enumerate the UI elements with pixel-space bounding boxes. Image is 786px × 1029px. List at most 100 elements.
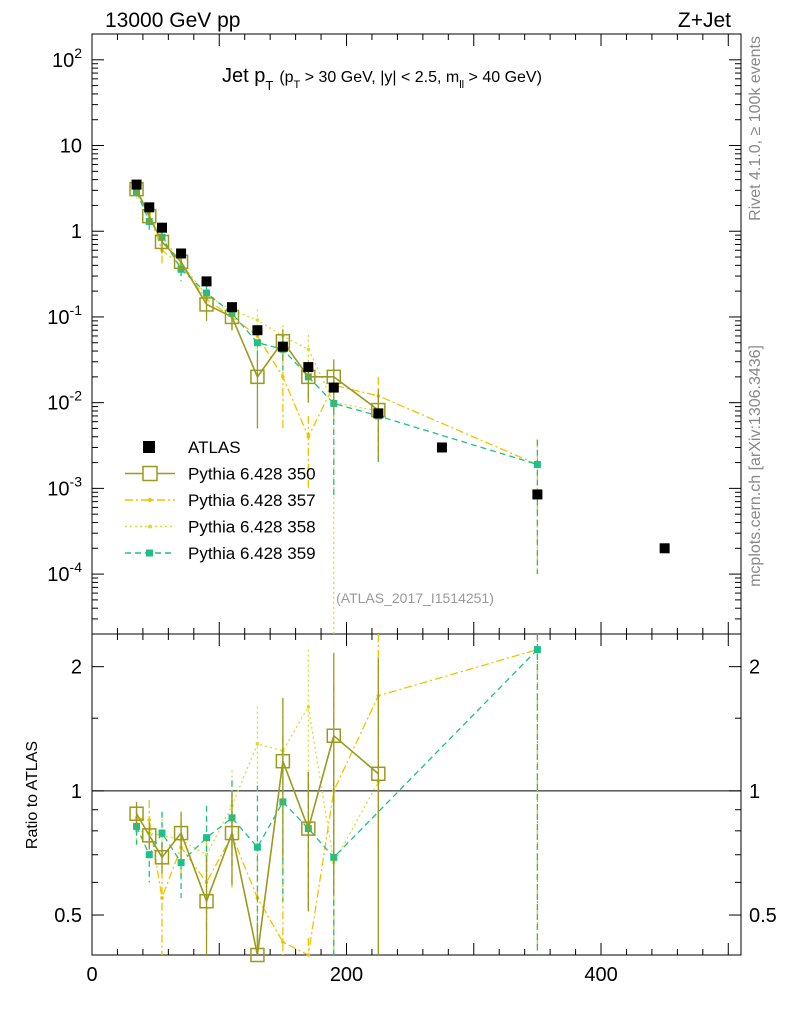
ratio-point-359	[203, 834, 211, 842]
ratio-point-359	[158, 829, 166, 837]
ratio-point-359	[533, 646, 541, 654]
main-point-atlas	[532, 489, 543, 500]
legend-marker-350	[142, 465, 158, 482]
ratio-point-dashdot	[306, 953, 311, 957]
legend-marker-dashdot	[148, 498, 152, 502]
main-y-tick-label: 1	[71, 221, 82, 243]
main-point-359	[253, 339, 261, 347]
ratio-point-dotted	[255, 742, 260, 746]
legend-marker-atlas	[143, 441, 155, 453]
main-point-359	[533, 460, 541, 468]
watermark: (ATLAS_2017_I1514251)	[336, 590, 494, 606]
legend-label: Pythia 6.428 358	[188, 518, 316, 537]
ratio-series-line	[135, 649, 538, 864]
legend-label: Pythia 6.428 359	[188, 544, 316, 563]
axis-ticks: 10-4 10-3 10-2 10-1 1 10 102 0 200 400 0.5 0.5 1 1 2 2	[47, 33, 777, 986]
ratio-y-tick-label-right: 2	[749, 657, 760, 679]
ratio-point-350	[371, 766, 386, 782]
ratio-point-dashdot	[160, 896, 164, 900]
ratio-plot-frame	[91, 633, 742, 956]
ratio-point-350	[275, 753, 291, 769]
legend: ATLAS Pythia 6.428 350 Pythia 6.428 357 Pyt…	[125, 438, 316, 563]
main-point-dashdot	[306, 434, 311, 439]
ratio-point-dashdot	[281, 940, 285, 944]
ratio-y-tick-label-right: 1	[749, 781, 760, 803]
legend-item-open-square: Pythia 6.428 350	[125, 465, 316, 484]
ratio-y-tick-label: 0.5	[54, 905, 82, 927]
main-series-square-black	[131, 179, 670, 554]
ratio-point-350	[199, 893, 214, 909]
ratio-ylabel: Ratio to ATLAS	[24, 741, 41, 849]
ratio-y-tick-label: 1	[71, 781, 82, 803]
legend-item-dashdot: Pythia 6.428 357	[125, 491, 316, 510]
main-point-atlas	[659, 543, 670, 554]
ratio-point-dashdot	[147, 818, 152, 822]
ratio-point-350	[173, 825, 189, 841]
main-series-line	[135, 190, 538, 466]
main-point-atlas	[131, 179, 142, 190]
ratio-x-tick-label: 0	[86, 964, 97, 986]
ratio-point-350	[142, 828, 157, 843]
ratio-series-line	[136, 648, 538, 956]
ratio-point-dotted	[204, 852, 209, 857]
main-y-tick-label: 10-1	[47, 302, 82, 329]
main-point-atlas	[373, 408, 384, 419]
frames	[91, 33, 742, 956]
main-series-dashed-square	[133, 186, 541, 575]
main-point-atlas	[144, 202, 155, 213]
main-point-350	[250, 369, 265, 385]
main-point-atlas	[277, 341, 288, 352]
ratio-point-dotted	[306, 704, 311, 709]
series-layer	[129, 179, 670, 963]
main-point-dotted	[255, 318, 260, 322]
main-point-atlas	[176, 248, 187, 259]
main-point-atlas	[226, 302, 237, 313]
ratio-point-350	[301, 821, 316, 836]
ratio-series-dashed-square	[133, 634, 541, 955]
ratio-point-350	[154, 850, 170, 865]
main-y-tick-label: 10-3	[47, 473, 82, 500]
chart-title: Jet pT (pT > 30 GeV, |y| < 2.5, mll > 40 …	[222, 65, 542, 93]
main-point-dashdot	[281, 375, 285, 379]
main-point-atlas	[328, 382, 339, 393]
ratio-point-350	[129, 806, 144, 821]
legend-item-dashed-square: Pythia 6.428 359	[125, 544, 316, 563]
legend-label: ATLAS	[188, 438, 241, 457]
legend-label: Pythia 6.428 350	[188, 465, 316, 484]
ratio-x-tick-label: 200	[330, 964, 363, 986]
ratio-y-tick-label-right: 0.5	[749, 905, 777, 927]
header-right: Z+Jet	[678, 9, 731, 32]
main-point-atlas	[303, 362, 314, 373]
main-y-tick-label: 10-4	[47, 559, 82, 586]
ratio-y-tick-label: 2	[71, 657, 82, 679]
ratio-point-359	[177, 859, 185, 867]
legend-marker-dotted	[148, 524, 152, 529]
legend-item-dotted: Pythia 6.428 358	[125, 518, 316, 537]
legend-label: Pythia 6.428 357	[188, 491, 316, 510]
ratio-point-350	[250, 947, 265, 963]
legend-marker-359	[146, 549, 153, 557]
ratio-x-tick-label: 400	[584, 964, 617, 986]
header-left: 13000 GeV pp	[105, 9, 240, 32]
ratio-point-350	[224, 825, 240, 841]
legend-item-square-black: ATLAS	[143, 438, 241, 457]
main-point-atlas	[201, 276, 212, 287]
ratio-point-350	[326, 728, 342, 744]
main-point-dotted	[306, 347, 311, 352]
main-series-line	[135, 191, 538, 466]
main-point-atlas	[436, 442, 447, 453]
main-point-350	[199, 297, 214, 312]
main-point-atlas	[252, 325, 263, 336]
ratio-series-open-square	[129, 652, 386, 963]
side-text-mcplots: mcplots.cern.ch [arXiv:1306.3436]	[747, 345, 764, 587]
ratio-point-359	[253, 843, 261, 851]
main-point-atlas	[156, 222, 167, 233]
main-y-tick-label: 10-2	[47, 388, 82, 415]
ratio-point-359	[145, 851, 153, 859]
main-point-350	[154, 234, 170, 250]
main-y-tick-label: 10	[60, 136, 82, 158]
main-y-tick-label: 102	[52, 45, 82, 72]
side-text-rivet: Rivet 4.1.0, ≥ 100k events	[747, 36, 764, 221]
